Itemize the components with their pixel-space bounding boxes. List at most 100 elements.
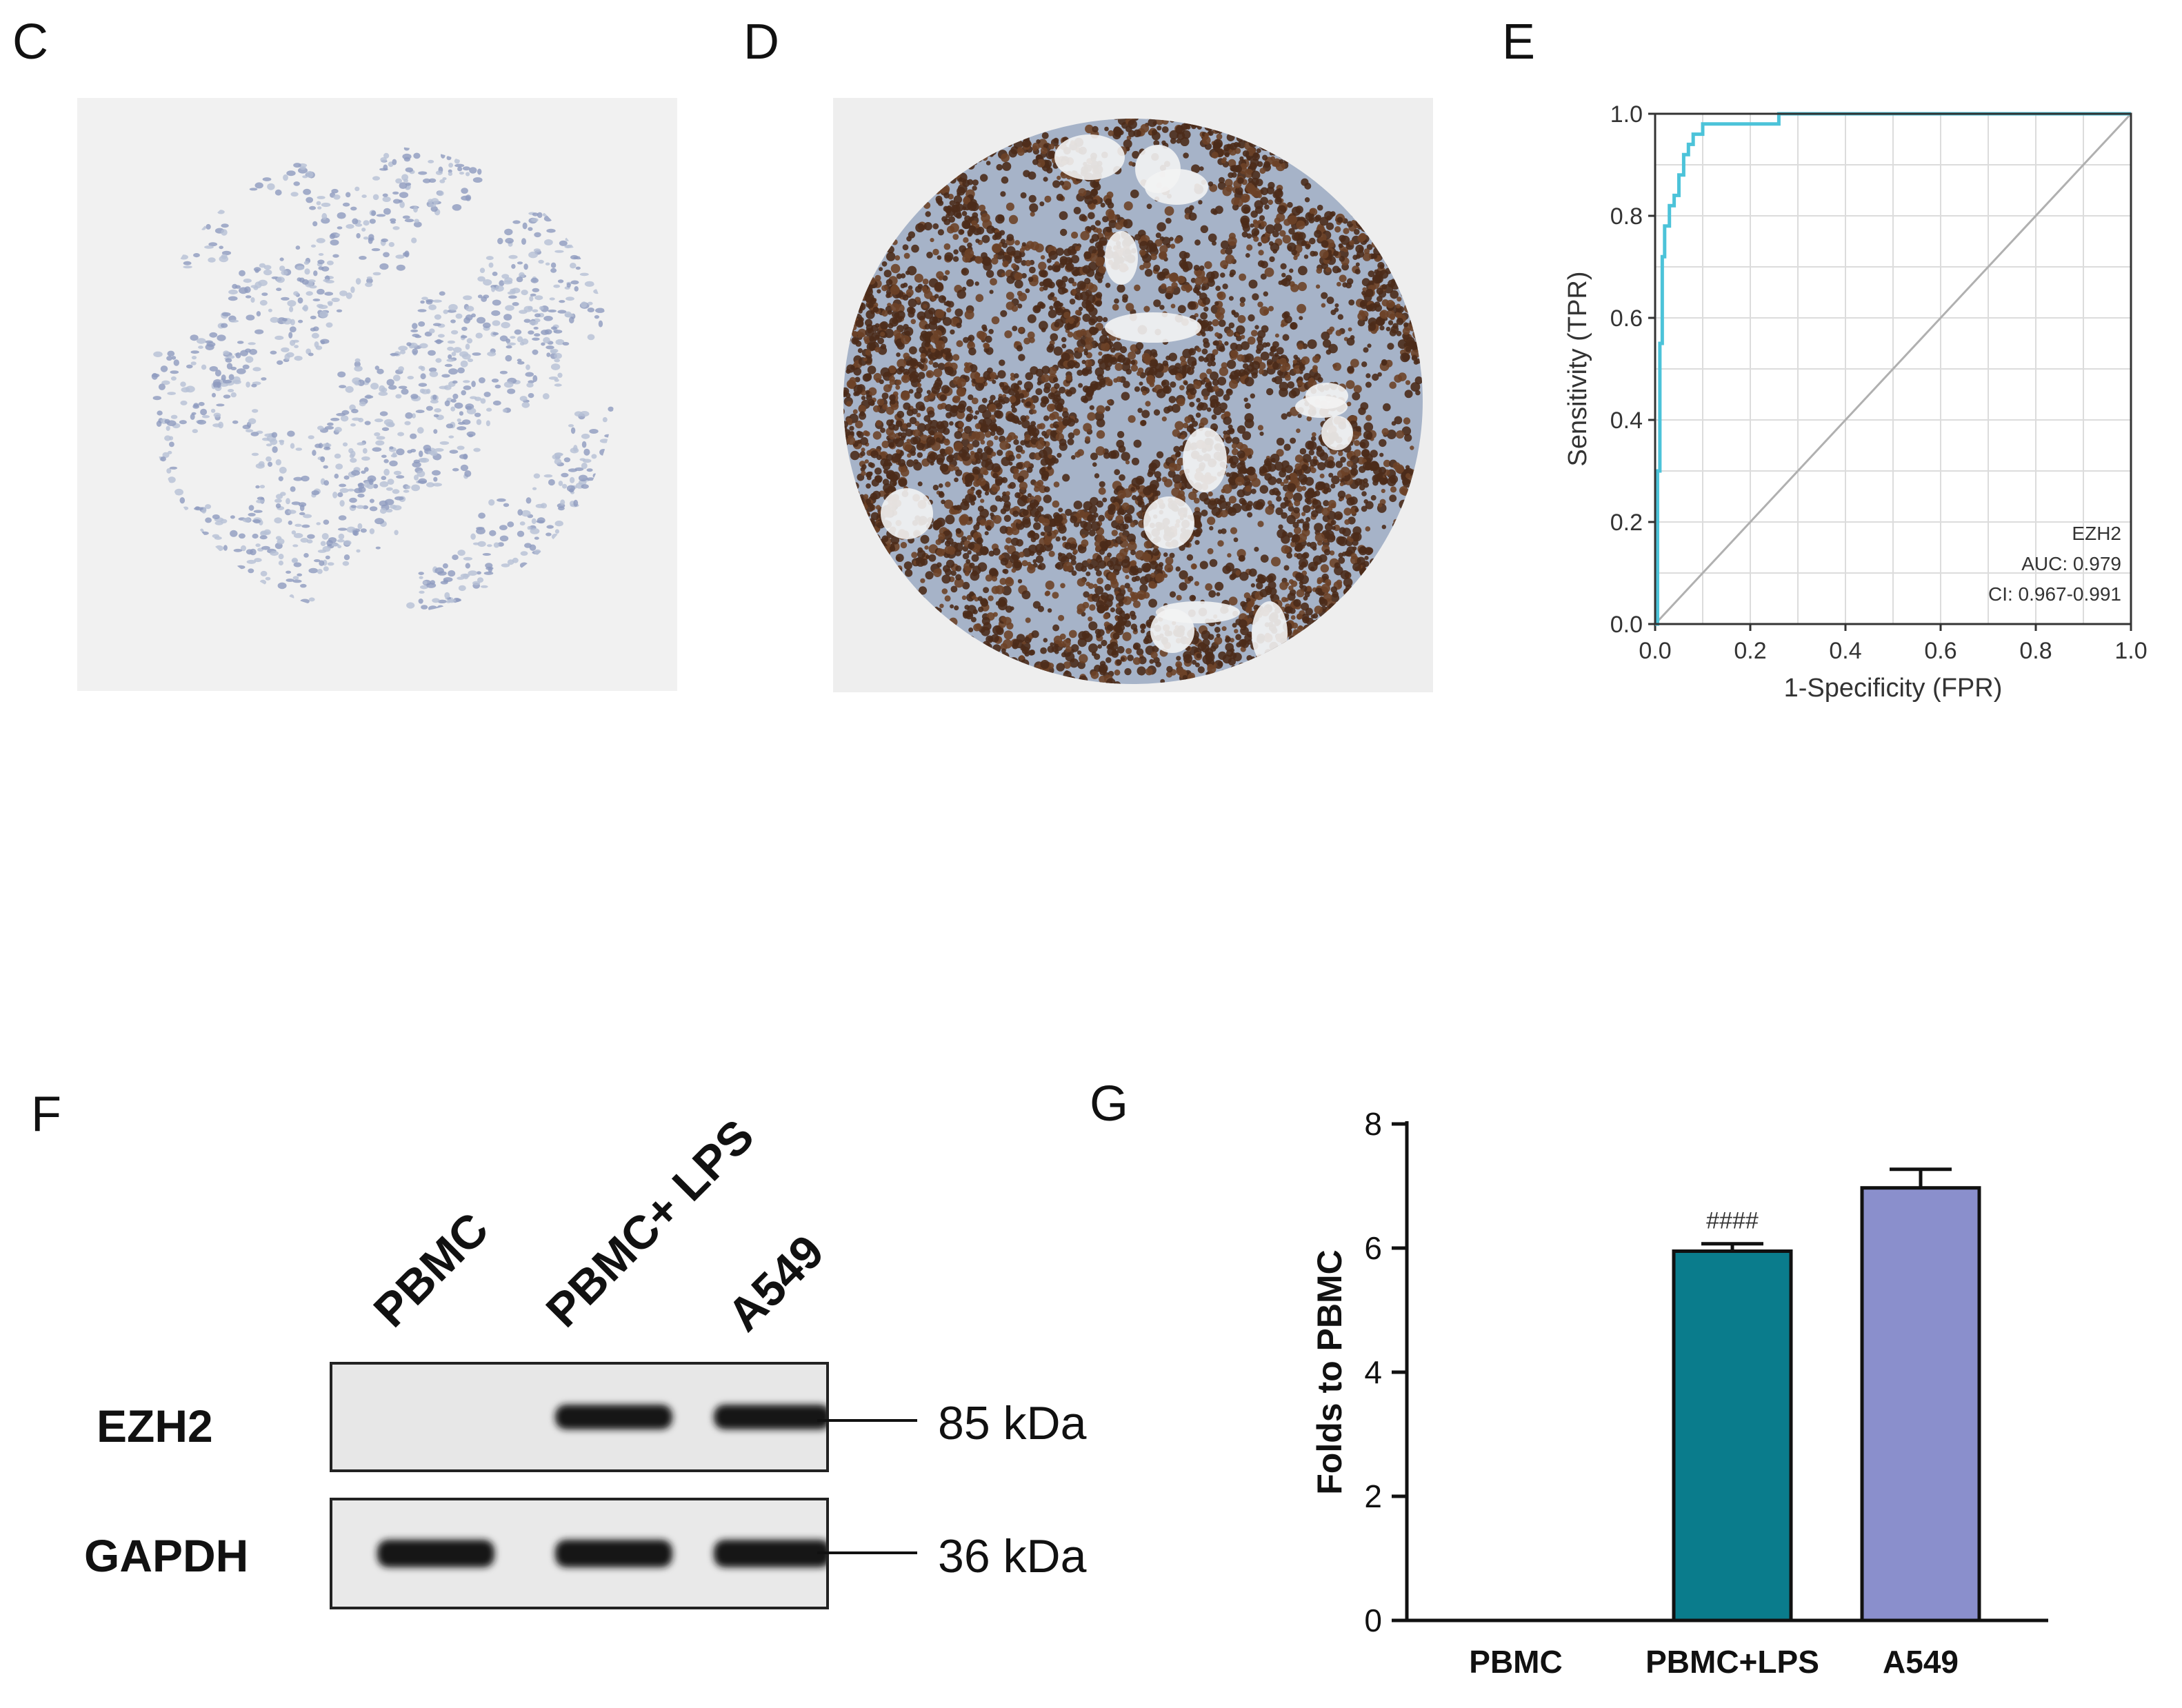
tissue-cell bbox=[301, 475, 310, 482]
tissue-nucleus bbox=[1102, 497, 1108, 503]
tissue-cell bbox=[169, 466, 178, 470]
tissue-cell bbox=[454, 402, 463, 409]
tissue-nucleus bbox=[1144, 268, 1153, 277]
tissue-nucleus bbox=[933, 368, 943, 378]
tissue-cell bbox=[290, 339, 296, 346]
tissue-cell bbox=[512, 557, 519, 563]
tissue-cell bbox=[581, 462, 588, 470]
tissue-cell bbox=[250, 297, 255, 303]
tissue-nucleus bbox=[1338, 552, 1343, 558]
tissue-nucleus bbox=[1130, 364, 1139, 372]
tissue-cell bbox=[512, 220, 521, 224]
tissue-nucleus bbox=[1014, 240, 1020, 245]
tissue-nucleus bbox=[952, 256, 959, 262]
tissue-cell bbox=[432, 470, 441, 476]
tissue-cell bbox=[589, 429, 599, 434]
tissue-cell bbox=[229, 319, 239, 323]
tissue-cell bbox=[477, 276, 486, 282]
tissue-cell bbox=[526, 382, 534, 388]
tissue-cell bbox=[236, 368, 246, 374]
tissue-nucleus bbox=[1206, 368, 1212, 374]
tissue-cell bbox=[320, 340, 326, 345]
tissue-cell bbox=[383, 252, 390, 258]
tissue-nucleus bbox=[1059, 386, 1066, 394]
tissue-nucleus bbox=[913, 461, 922, 471]
tissue-cell bbox=[268, 308, 272, 312]
tissue-nucleus bbox=[1311, 436, 1317, 441]
tissue-cell bbox=[230, 515, 235, 519]
tissue-nucleus bbox=[999, 382, 1005, 388]
tissue-cell bbox=[473, 448, 481, 452]
tissue-nucleus bbox=[865, 472, 872, 478]
tissue-cell bbox=[434, 448, 444, 452]
tissue-nucleus bbox=[1381, 525, 1386, 530]
tissue-cell bbox=[357, 523, 363, 530]
tissue-cell bbox=[591, 454, 597, 459]
tissue-cell bbox=[452, 554, 459, 561]
tissue-cell bbox=[420, 373, 426, 380]
tissue-cell bbox=[361, 228, 366, 232]
tissue-nucleus bbox=[1271, 556, 1281, 567]
tissue-cell bbox=[566, 283, 571, 288]
tissue-cell bbox=[166, 425, 170, 431]
tissue-cell bbox=[540, 503, 548, 509]
tissue-cell bbox=[278, 560, 283, 566]
tissue-cell bbox=[421, 297, 428, 301]
tissue-nucleus bbox=[1276, 347, 1284, 355]
tissue-cell bbox=[494, 285, 504, 292]
tissue-nucleus bbox=[1381, 428, 1389, 436]
tissue-cell bbox=[428, 350, 436, 356]
tissue-cell bbox=[324, 425, 334, 430]
tissue-cell bbox=[472, 581, 481, 585]
tissue-cell bbox=[186, 385, 195, 393]
tissue-nucleus bbox=[858, 405, 866, 413]
tissue-cell bbox=[465, 563, 470, 569]
tissue-nucleus bbox=[1326, 297, 1334, 304]
tissue-cell bbox=[374, 365, 379, 370]
tissue-cell bbox=[519, 272, 525, 278]
tissue-nucleus bbox=[1401, 426, 1412, 436]
tissue-cell bbox=[499, 370, 508, 374]
tissue-cell bbox=[260, 530, 268, 536]
tissue-nucleus bbox=[1016, 345, 1023, 352]
tissue-nucleus bbox=[1304, 197, 1310, 203]
tissue-nucleus bbox=[1230, 638, 1234, 643]
tissue-cell bbox=[420, 366, 426, 372]
tissue-cell bbox=[399, 201, 405, 208]
tissue-nucleus bbox=[1243, 206, 1250, 214]
panel-letter-e: E bbox=[1502, 14, 1536, 70]
tissue-cell bbox=[474, 412, 481, 417]
tissue-cell bbox=[369, 506, 378, 512]
tissue-cell bbox=[262, 177, 272, 181]
tissue-cell bbox=[457, 550, 466, 556]
tissue-cell bbox=[459, 172, 465, 175]
tissue-nucleus bbox=[1052, 180, 1061, 188]
tissue-nucleus bbox=[964, 310, 974, 320]
tissue-cell bbox=[468, 570, 478, 576]
tissue-nucleus bbox=[1001, 272, 1005, 277]
tissue-cell bbox=[152, 396, 161, 401]
tissue-cell bbox=[261, 545, 270, 550]
tissue-cell bbox=[334, 453, 341, 459]
tissue-cell bbox=[423, 444, 431, 451]
tissue-nucleus bbox=[1081, 539, 1089, 547]
tissue-cell bbox=[291, 530, 297, 535]
tissue-nucleus bbox=[897, 359, 907, 369]
tissue-cell bbox=[549, 297, 555, 301]
tissue-cell bbox=[406, 602, 415, 609]
tissue-cell bbox=[454, 163, 465, 168]
tissue-nucleus bbox=[1250, 393, 1255, 399]
tissue-cell bbox=[334, 473, 339, 479]
tissue-cell bbox=[249, 188, 258, 191]
tissue-cell bbox=[410, 394, 419, 399]
tissue-cell bbox=[477, 317, 486, 324]
tissue-nucleus bbox=[1045, 581, 1054, 590]
tissue-nucleus bbox=[990, 430, 996, 436]
tissue-cell bbox=[361, 470, 366, 474]
tissue-cell bbox=[205, 504, 212, 510]
tissue-cell bbox=[317, 196, 326, 199]
tissue-cell bbox=[568, 468, 578, 472]
tissue-cell bbox=[208, 257, 216, 263]
tissue-cell bbox=[406, 342, 412, 346]
